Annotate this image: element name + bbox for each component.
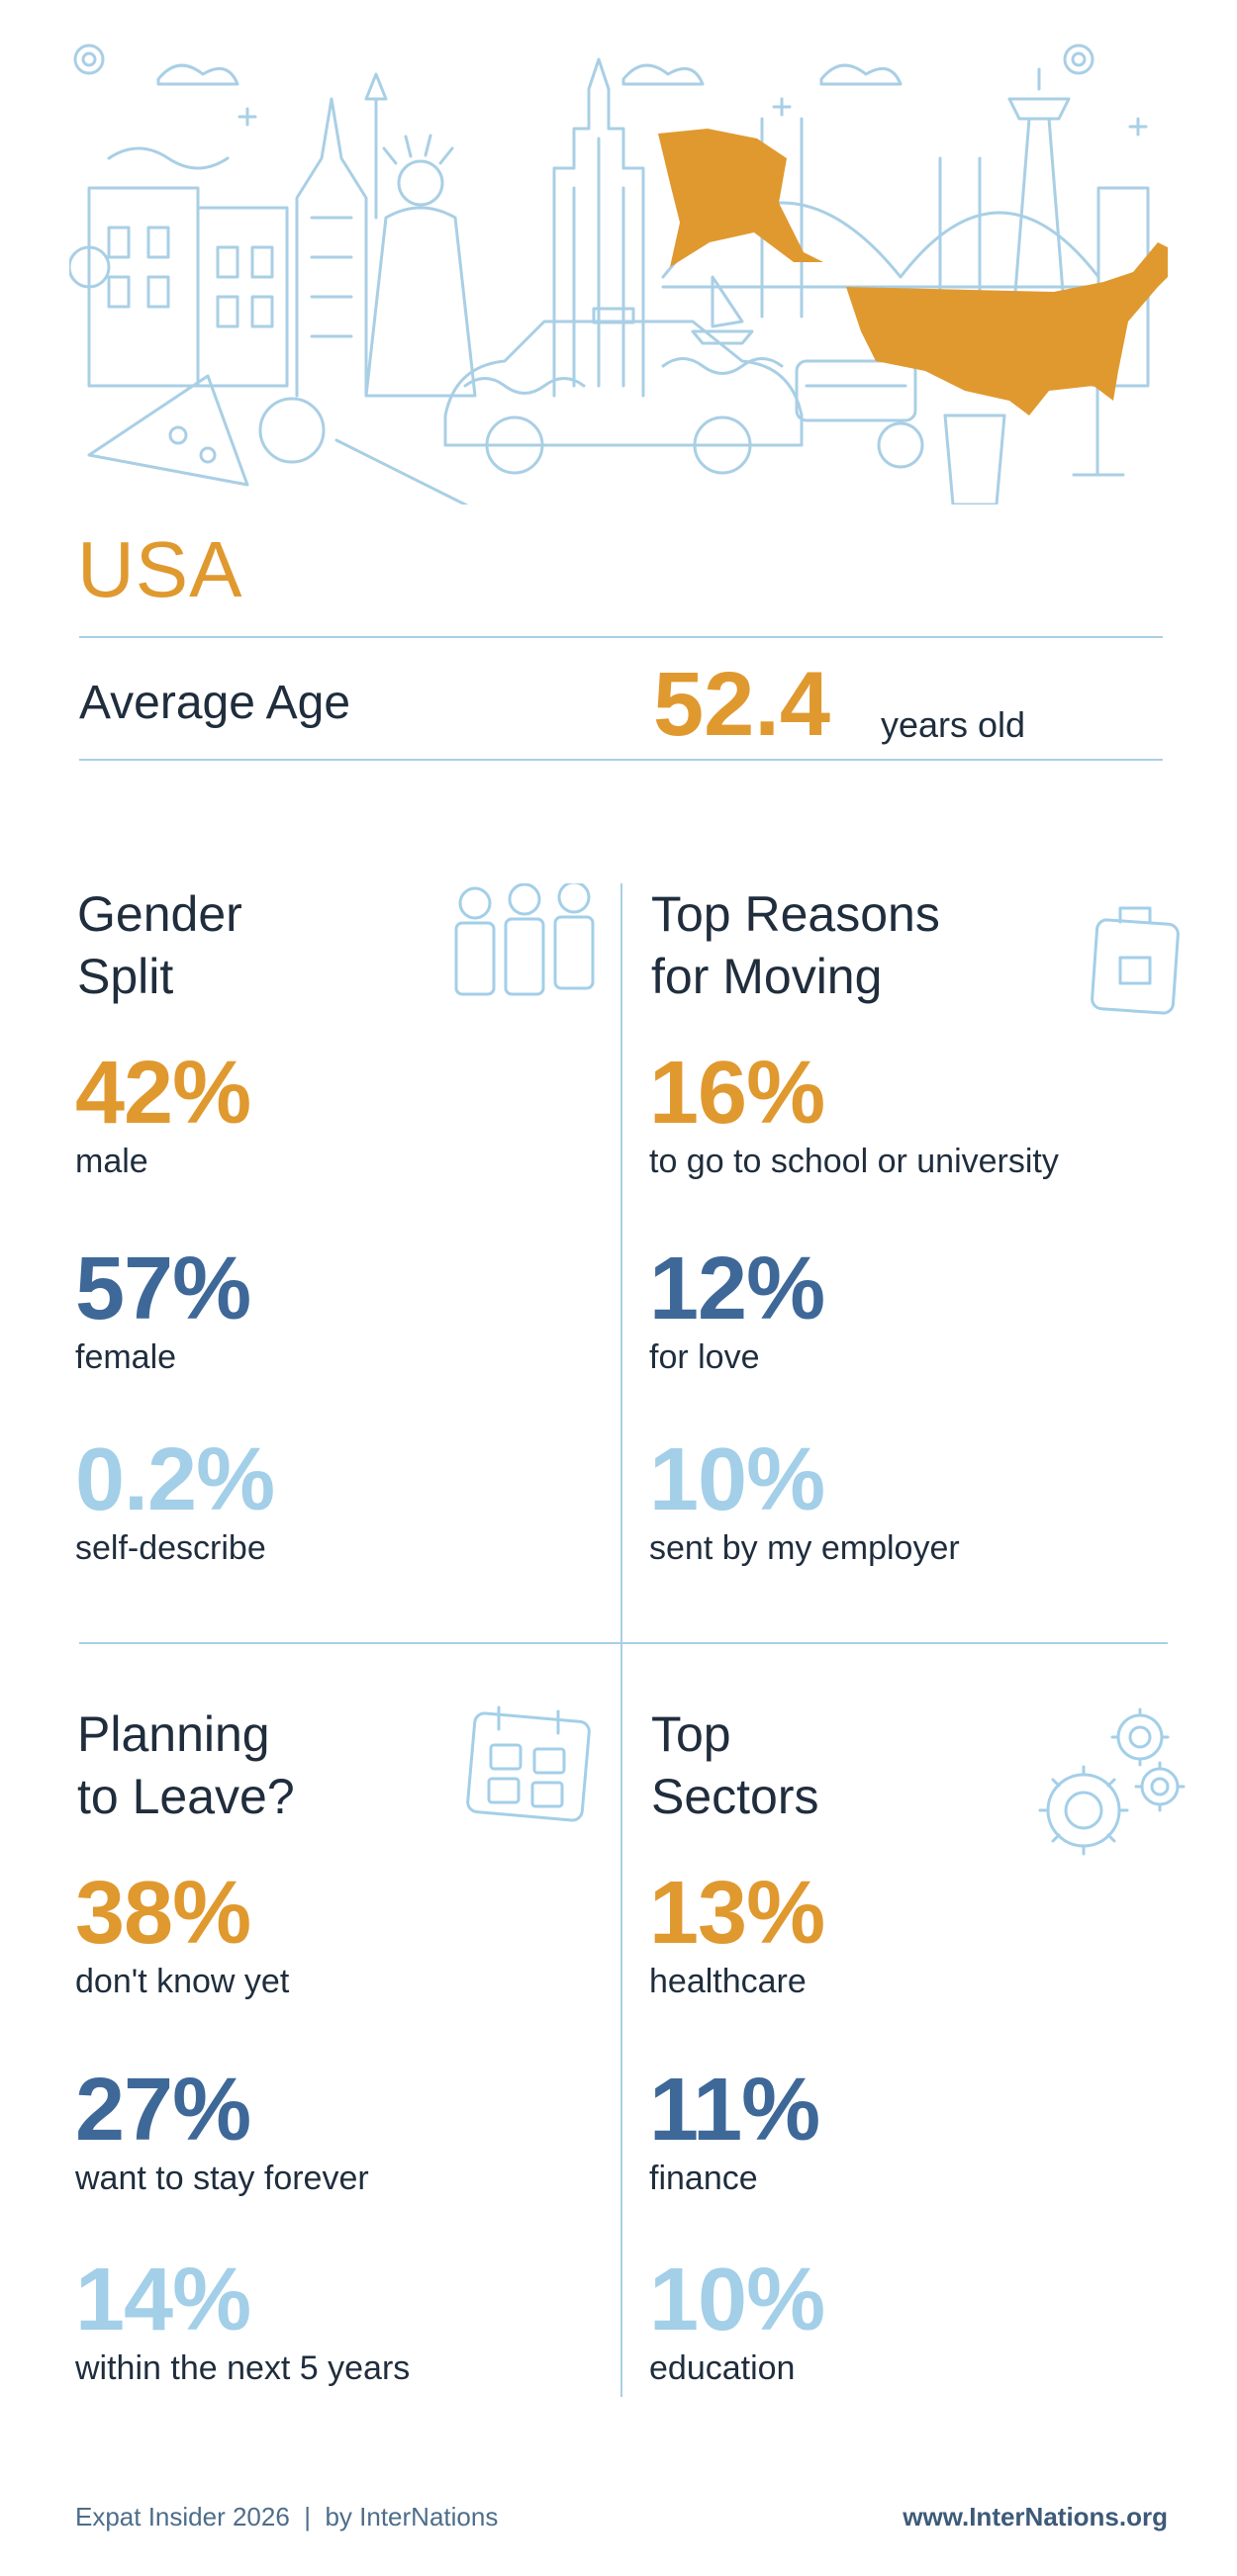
gender-stat-self-describe: 0.2% self-describe	[75, 1430, 275, 1567]
sector-stat-finance: 11% finance	[649, 2061, 820, 2197]
calendar-icon	[466, 1705, 591, 1822]
hero-illustration	[69, 44, 1168, 505]
average-age-value: 52.4	[653, 654, 831, 755]
suitcase-icon	[1091, 906, 1180, 1015]
divider-top	[79, 636, 1163, 638]
reason-stat-school: 16% to go to school or university	[649, 1044, 1059, 1180]
grid-horizontal-divider	[79, 1642, 1168, 1644]
sector-stat-healthcare: 13% healthcare	[649, 1864, 825, 2000]
leave-stat-stay-forever: 27% want to stay forever	[75, 2061, 369, 2197]
top-sectors-title: Top Sectors	[651, 1706, 819, 1824]
reason-stat-employer: 10% sent by my employer	[649, 1430, 960, 1567]
planning-to-leave-title: Planning to Leave?	[77, 1706, 295, 1824]
gender-stat-male: 42% male	[75, 1044, 251, 1180]
leave-stat-dont-know: 38% don't know yet	[75, 1864, 290, 2000]
gender-stat-female: 57% female	[75, 1240, 251, 1376]
reason-stat-love: 12% for love	[649, 1240, 825, 1376]
sector-stat-education: 10% education	[649, 2251, 825, 2387]
divider-age-bottom	[79, 759, 1163, 761]
people-icon	[454, 883, 595, 996]
footer-website-link[interactable]: www.InterNations.org	[903, 2502, 1168, 2531]
country-title: USA	[77, 525, 243, 613]
top-reasons-title: Top Reasons for Moving	[651, 886, 940, 1004]
average-age-label: Average Age	[79, 677, 351, 729]
average-age-unit: years old	[881, 704, 1026, 745]
footer-credit: Expat Insider 2026 | by InterNations	[75, 2502, 499, 2531]
grid-vertical-divider	[620, 883, 622, 2397]
leave-stat-five-years: 14% within the next 5 years	[75, 2251, 411, 2387]
gender-split-title: Gender Split	[77, 886, 242, 1004]
gears-icon	[1038, 1707, 1186, 1856]
